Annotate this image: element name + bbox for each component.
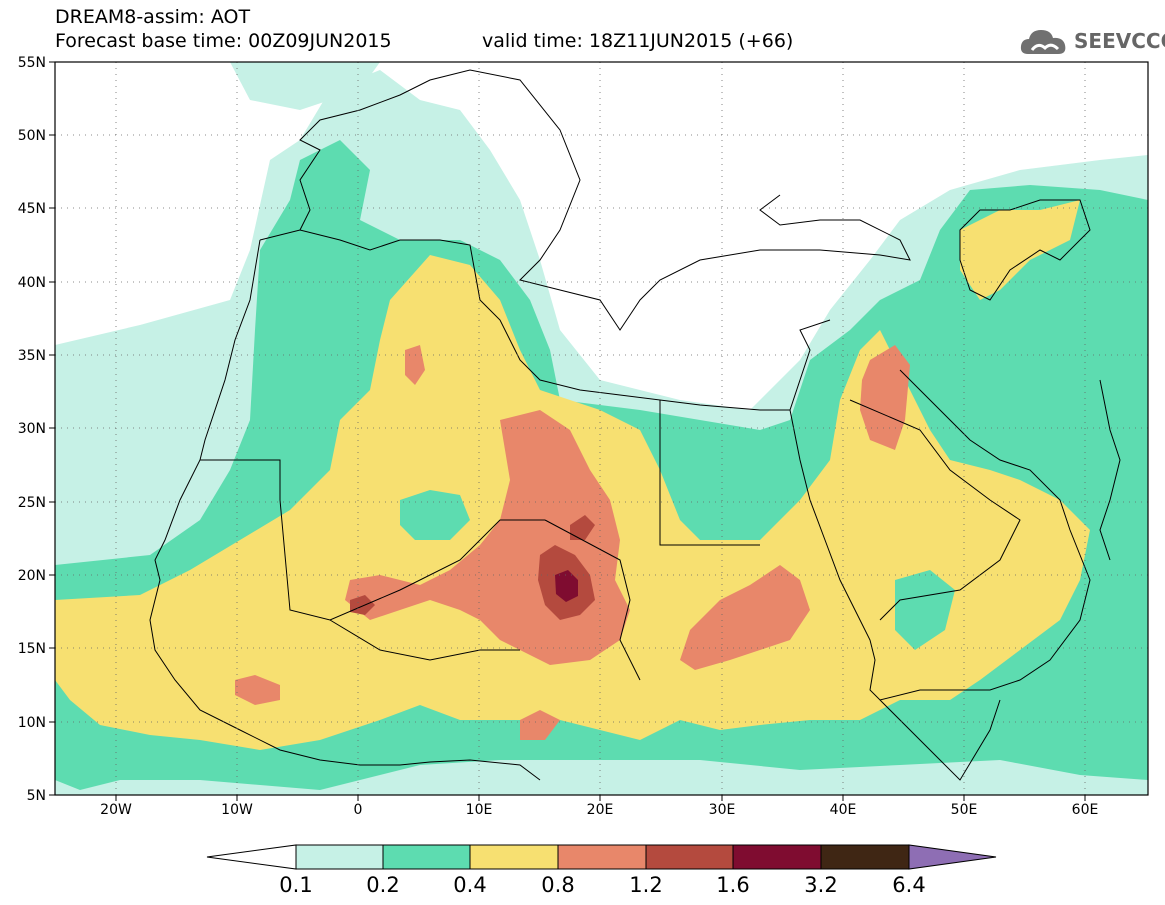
border-chad-sudan [544, 519, 641, 681]
colorbar-box [732, 844, 822, 870]
lon-tick-label: 0 [354, 802, 363, 818]
border-libya-egypt [659, 400, 760, 546]
colorbar-label: 0.1 [279, 873, 312, 897]
lat-tick-label: 40N [18, 275, 46, 291]
lat-tick-label: 45N [18, 201, 46, 217]
cloud-icon [1020, 30, 1066, 54]
lon-tick-labels: 20W 10W 0 10E 20E 30E 40E 50E 60E [100, 802, 1098, 818]
lon-tick-label: 40E [830, 802, 857, 818]
colorbar-label: 0.8 [541, 873, 574, 897]
aot-patch-0.8-mali [235, 675, 280, 705]
coastlines [149, 69, 1121, 781]
colorbar-labels: 0.1 0.2 0.4 0.8 1.2 1.6 3.2 6.4 [279, 873, 925, 897]
border-mauritania [200, 459, 281, 500]
colorbar-label: 1.6 [716, 873, 749, 897]
lon-tick-label: 50E [951, 802, 978, 818]
lon-tick-label: 10W [221, 802, 253, 818]
lat-tick-labels: 55N 50N 45N 40N 35N 30N 25N 20N 15N 10N … [18, 55, 46, 804]
lon-tick-label: 60E [1072, 802, 1099, 818]
lat-tick-label: 55N [18, 55, 46, 71]
aot-band-1.6 [555, 570, 578, 602]
colorbar-label: 3.2 [804, 873, 837, 897]
lon-tick-label: 20E [587, 802, 614, 818]
coastline-europe [299, 69, 911, 331]
colorbar-box [206, 844, 297, 870]
border-saudi-arabia [849, 399, 1021, 621]
colorbar-box [908, 844, 997, 870]
aot-patch-1.2-niger [350, 595, 375, 615]
lon-tick-label: 20W [100, 802, 132, 818]
border-algeria-mali [279, 499, 545, 621]
colorbar-box [645, 844, 734, 870]
coastline-horn-of-africa [879, 699, 1001, 781]
lat-tick-label: 30N [18, 421, 46, 437]
aot-patch-1.2-chad [570, 515, 595, 540]
colorbar-boxes [206, 844, 997, 870]
colorbar-label: 1.2 [629, 873, 662, 897]
lat-tick-label: 10N [18, 715, 46, 731]
colorbar-label: 0.4 [453, 873, 486, 897]
colorbar-box [295, 844, 384, 870]
lat-tick-label: 35N [18, 348, 46, 364]
colorbar-label: 6.4 [892, 873, 925, 897]
aot-patch-0.8-iraq [860, 345, 910, 450]
grid [55, 62, 1148, 795]
colorbar-label: 0.2 [366, 873, 399, 897]
aot-patch-0.2-algeria [400, 490, 470, 540]
coastline-caspian [959, 199, 1091, 301]
aot-patch-0.8-cameroon [520, 710, 560, 740]
colorbar-box [820, 844, 910, 870]
aot-field [55, 62, 1148, 795]
colorbar-box [557, 844, 647, 870]
lat-tick-label: 15N [18, 641, 46, 657]
border-niger-nigeria [329, 619, 520, 661]
lat-tick-label: 25N [18, 495, 46, 511]
lon-tick-label: 30E [709, 802, 736, 818]
seevccc-logo: SEEVCCC [1018, 24, 1165, 60]
aot-patch-0.8-sudan [680, 565, 810, 670]
map-title: DREAM8-assim: AOT [55, 6, 251, 28]
logo-text: SEEVCCC [1074, 29, 1165, 53]
aot-band-0.4-east [960, 200, 1080, 300]
lat-tick-label: 20N [18, 568, 46, 584]
tick-marks [49, 61, 1086, 801]
lat-tick-label: 5N [27, 788, 46, 804]
coastline-africa-west [149, 239, 541, 781]
lat-tick-label: 50N [18, 128, 46, 144]
forecast-base-time: Forecast base time: 00Z09JUN2015 [55, 30, 392, 52]
aot-band-0.1-north [230, 62, 380, 110]
aot-patch-0.2-arabia [895, 570, 955, 650]
colorbar-box [469, 844, 559, 870]
coastline-red-sea [789, 369, 1091, 701]
coastline-india [1099, 379, 1121, 561]
valid-time: valid time: 18Z11JUN2015 (+66) [482, 30, 794, 52]
coastline-mediterranean [259, 229, 831, 411]
colorbar-box [382, 844, 471, 870]
lon-tick-label: 10E [466, 802, 493, 818]
